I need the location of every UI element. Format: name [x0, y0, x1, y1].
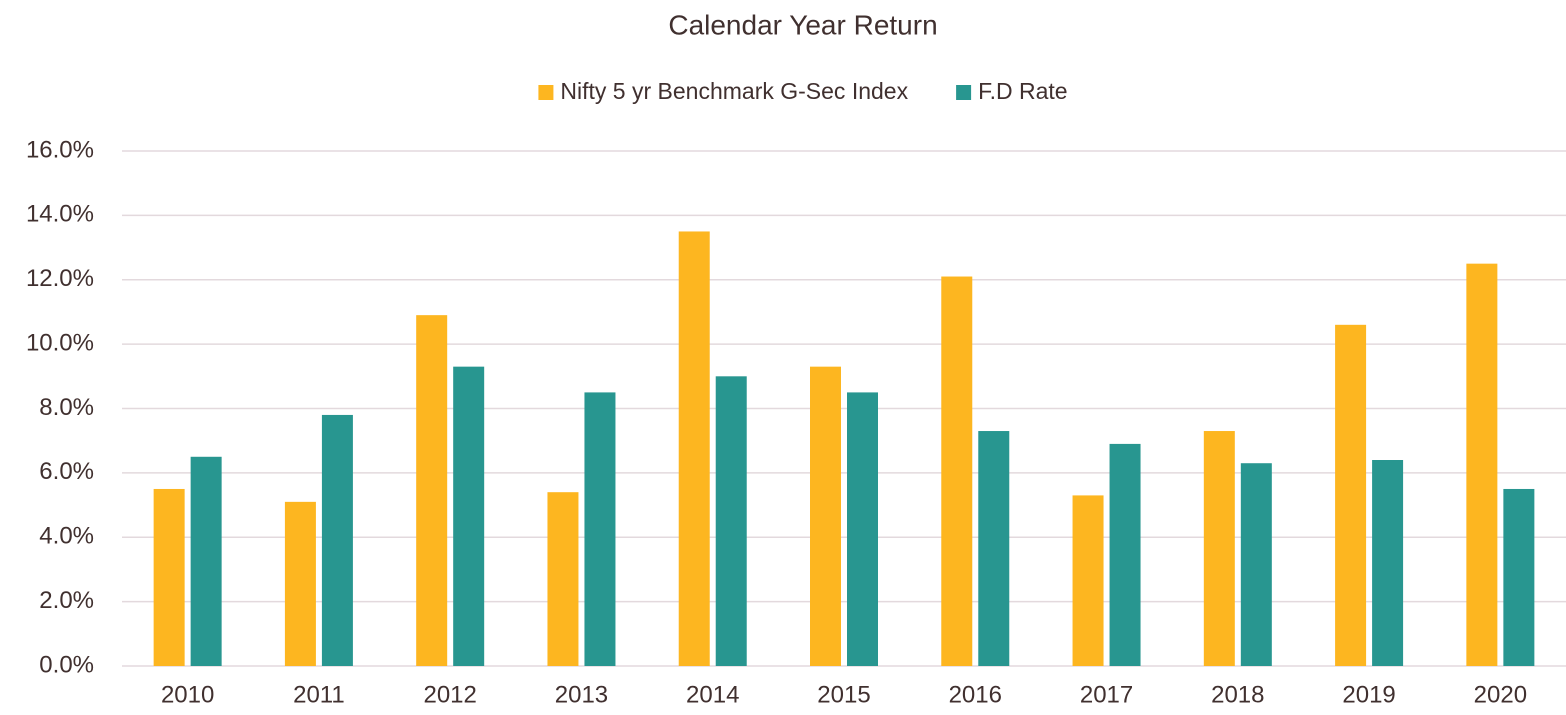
y-tick-label: 2.0%	[39, 587, 94, 614]
bar	[847, 392, 878, 666]
bar	[1109, 443, 1141, 666]
y-tick-label: 16.0%	[26, 136, 94, 163]
bar	[810, 366, 841, 666]
bar	[1503, 488, 1535, 666]
bar	[1335, 324, 1367, 666]
y-tick-label: 10.0%	[26, 329, 94, 356]
x-tick-label: 2018	[1211, 681, 1264, 708]
x-tick-label: 2013	[555, 681, 608, 708]
bar	[284, 501, 316, 666]
bar	[190, 456, 222, 666]
bar	[1203, 431, 1235, 666]
y-tick-label: 12.0%	[26, 265, 94, 292]
bar	[416, 315, 448, 666]
bar	[941, 276, 973, 666]
bar	[978, 431, 1010, 666]
bar	[1466, 263, 1498, 666]
y-tick-label: 8.0%	[39, 394, 94, 421]
bar	[1240, 463, 1272, 666]
bar	[547, 492, 579, 666]
bar	[1072, 495, 1104, 666]
x-tick-label: 2015	[817, 681, 870, 708]
x-tick-label: 2010	[161, 681, 214, 708]
legend-swatch	[538, 85, 554, 100]
bar	[321, 414, 353, 666]
legend: Nifty 5 yr Benchmark G-Sec Index F.D Rate	[538, 78, 1068, 104]
x-tick-label: 2011	[293, 681, 345, 708]
legend-label: F.D Rate	[978, 78, 1067, 104]
y-tick-label: 4.0%	[39, 523, 94, 550]
x-tick-label: 2012	[423, 681, 476, 708]
y-tick-label: 6.0%	[39, 458, 94, 485]
y-tick-label: 14.0%	[26, 201, 94, 228]
bar	[584, 392, 616, 666]
bar	[453, 366, 485, 666]
x-tick-label: 2016	[949, 681, 1002, 708]
y-tick-label: 0.0%	[39, 651, 94, 678]
bar	[678, 231, 710, 666]
x-tick-label: 2017	[1080, 681, 1133, 708]
legend-swatch	[956, 85, 972, 100]
x-tick-label: 2014	[686, 681, 739, 708]
chart-title: Calendar Year Return	[668, 9, 937, 40]
x-tick-label: 2020	[1474, 681, 1527, 708]
bar	[1372, 460, 1404, 666]
bar	[153, 488, 185, 666]
x-tick-label: 2019	[1342, 681, 1395, 708]
bar	[715, 376, 747, 666]
legend-label: Nifty 5 yr Benchmark G-Sec Index	[560, 78, 908, 104]
